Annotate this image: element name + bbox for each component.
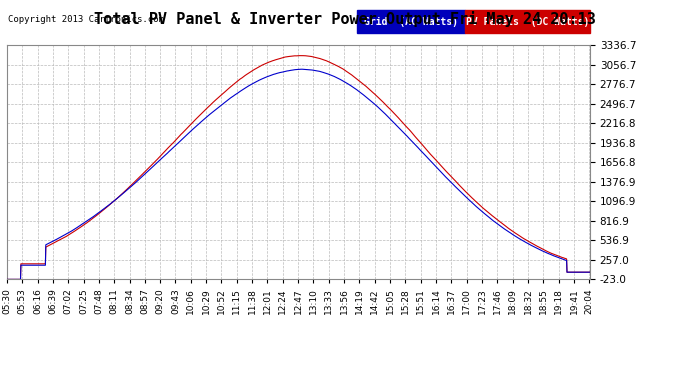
Text: Copyright 2013 Cartronics.com: Copyright 2013 Cartronics.com <box>8 15 164 24</box>
Text: PV Panels  (DC Watts): PV Panels (DC Watts) <box>466 16 589 27</box>
Bar <box>464 10 590 33</box>
Bar <box>357 10 464 33</box>
Text: Grid  (AC Watts): Grid (AC Watts) <box>364 16 457 27</box>
Text: Total PV Panel & Inverter Power Output Fri May 24 20:13: Total PV Panel & Inverter Power Output F… <box>94 11 596 27</box>
